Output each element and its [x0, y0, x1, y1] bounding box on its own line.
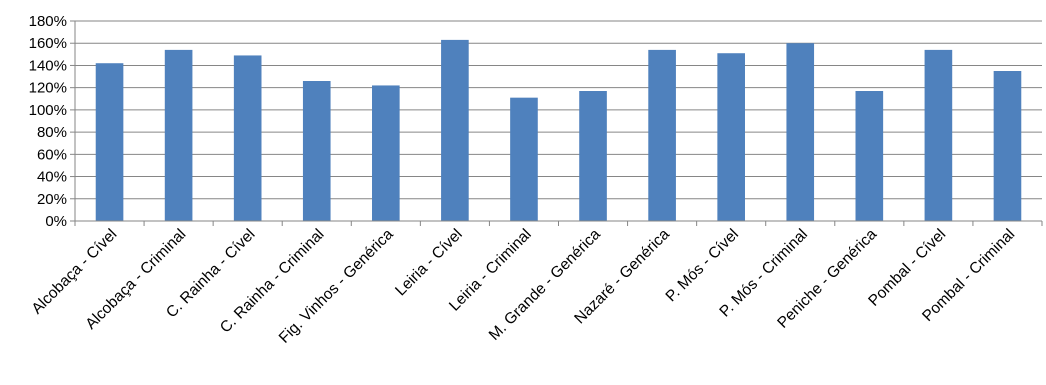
bar — [579, 91, 607, 221]
axes — [70, 20, 1043, 226]
y-tick-label: 60% — [37, 146, 67, 163]
bars — [95, 39, 1022, 222]
y-axis-tick-labels: 0% 20% 40% 60% 80% 100% 120% 140% 160% 180% — [29, 13, 67, 230]
y-tick-label: 180% — [29, 13, 67, 30]
bar — [441, 39, 469, 222]
x-category-label: M. Grande - Genérica — [486, 226, 604, 344]
x-category-label: Fig. Vinhos - Genérica — [276, 226, 397, 347]
x-category-label: Leiria - Cível — [392, 226, 466, 300]
y-tick-label: 20% — [37, 191, 67, 208]
bar — [648, 49, 676, 222]
bar — [164, 49, 193, 222]
bar — [717, 53, 745, 221]
bar — [786, 43, 815, 221]
y-tick-label: 140% — [29, 57, 67, 74]
bar — [993, 71, 1022, 221]
bar — [855, 91, 884, 221]
bar — [95, 63, 124, 221]
y-tick-label: 40% — [37, 169, 67, 186]
y-tick-label: 100% — [29, 102, 67, 119]
y-tick-label: 80% — [37, 124, 67, 141]
bar — [372, 85, 400, 221]
bar — [924, 49, 953, 222]
gridlines — [75, 20, 1042, 200]
bar — [302, 81, 331, 221]
x-category-label: P. Mós - Cível — [663, 226, 742, 305]
y-tick-label: 120% — [29, 80, 67, 97]
bar — [233, 55, 262, 221]
y-tick-label: 0% — [45, 213, 67, 230]
bar — [510, 97, 538, 221]
y-tick-label: 160% — [29, 35, 67, 52]
